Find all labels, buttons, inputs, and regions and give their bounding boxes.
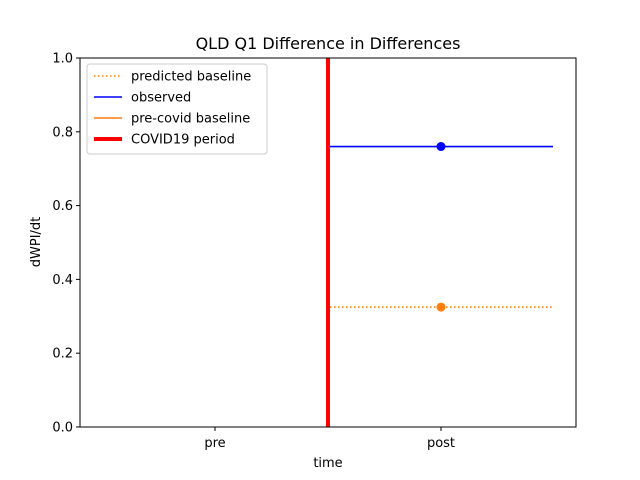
legend-label: pre-covid baseline (131, 112, 250, 127)
y-tick-label: 1.0 (52, 52, 73, 67)
legend-label: observed (131, 91, 191, 106)
x-tick-label: pre (204, 436, 225, 451)
y-tick-label: 0.0 (52, 421, 73, 436)
x-axis-ticks: pre post (204, 427, 455, 451)
y-tick-label: 0.8 (52, 125, 73, 140)
legend-label: predicted baseline (131, 70, 251, 85)
y-axis-label: dWPI/dt (29, 217, 44, 268)
legend-frame (86, 63, 268, 155)
y-tick-label: 0.2 (52, 347, 73, 362)
x-tick-label: post (427, 436, 455, 451)
x-axis-label: time (313, 456, 342, 471)
series-layer (326, 58, 553, 427)
observed-point (436, 142, 446, 152)
y-tick-label: 0.4 (52, 273, 73, 288)
legend: predicted baseline observed pre-covid base… (86, 63, 268, 155)
y-tick-label: 0.6 (52, 199, 73, 214)
predicted-baseline-point (436, 302, 446, 312)
chart-title: QLD Q1 Difference in Differences (196, 34, 461, 53)
legend-label: COVID19 period (131, 133, 235, 148)
y-axis-ticks: 0.0 0.2 0.4 0.6 0.8 1.0 (52, 52, 80, 436)
plot-frame (79, 57, 577, 428)
